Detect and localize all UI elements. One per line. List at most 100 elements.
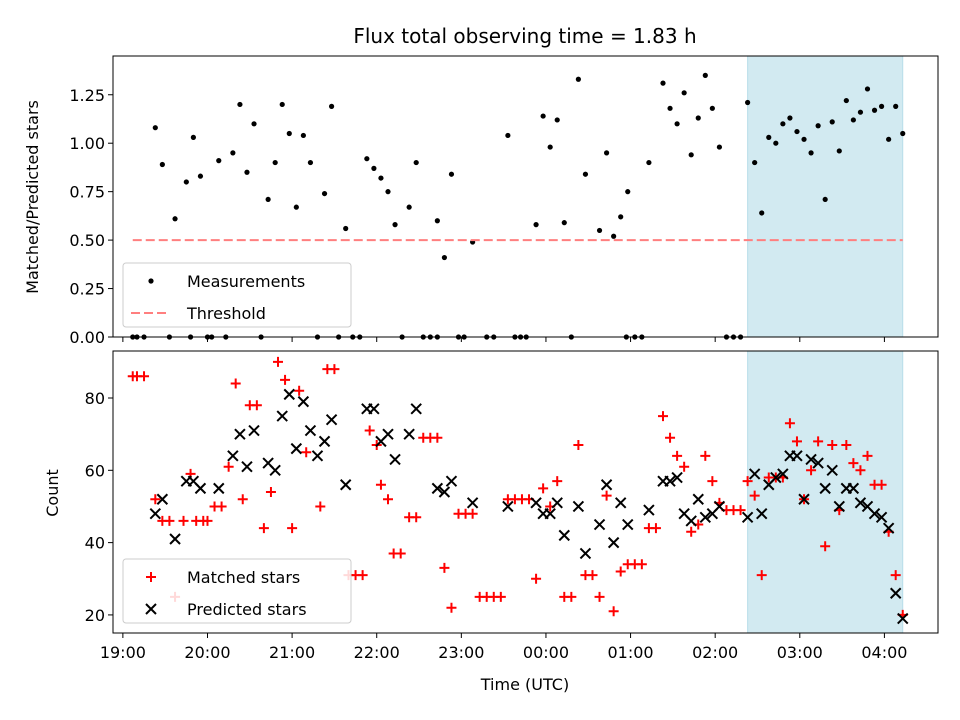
predicted-star-point [227, 450, 239, 462]
predicted-star-point [607, 536, 620, 549]
matched-star-point [658, 411, 668, 422]
measurement-point [378, 175, 384, 181]
measurement-point [279, 101, 285, 108]
measurement-point [197, 173, 204, 179]
predicted-star-point [466, 497, 479, 509]
predicted-star-point [368, 403, 380, 415]
measurement-point [850, 117, 856, 123]
predicted-star-point [283, 388, 295, 401]
measurement-point [190, 134, 196, 140]
legend-label: Threshold [186, 304, 266, 323]
predicted-star-point [194, 482, 207, 495]
measurement-point [251, 121, 257, 127]
predicted-star-point [551, 497, 563, 509]
measurement-point [674, 121, 680, 127]
measurement-point [172, 216, 178, 222]
measurement-point [759, 210, 765, 216]
bottom-series-predicted-stars [149, 388, 909, 625]
matched-star-point [230, 378, 241, 389]
bottom-panel: 20 40 60 80 19:00 20:00 21:00 22:00 23:00 00:00 01… [85, 350, 939, 662]
predicted-star-point [325, 413, 338, 426]
measurement-point [857, 109, 864, 115]
matched-star-point [258, 523, 269, 534]
measurement-point [152, 125, 158, 131]
measurement-point [582, 171, 589, 177]
measurement-point [596, 227, 603, 234]
predicted-star-point [544, 507, 556, 520]
matched-star-point [636, 559, 647, 570]
measurement-point [646, 159, 652, 166]
x-tick-label: 02:00 [692, 643, 738, 662]
predicted-star-point [826, 464, 838, 477]
bottom-axes-frame [112, 350, 939, 634]
top-y-tick-label: 0.75 [69, 183, 105, 202]
predicted-star-point [664, 475, 676, 487]
predicted-star-point [241, 460, 253, 473]
matched-star-point [679, 461, 690, 472]
matched-star-point [178, 515, 189, 526]
predicted-star-point [445, 475, 458, 487]
top-y-tick-label: 0.00 [69, 328, 105, 347]
predicted-star-point [593, 518, 606, 531]
measurement-point [561, 220, 567, 226]
bottom-y-tick-label: 40 [85, 534, 105, 553]
matched-star-point [439, 562, 450, 573]
matched-star-point [848, 458, 859, 469]
matched-star-point [665, 432, 676, 443]
predicted-star-point [713, 500, 726, 513]
matched-star-point [707, 476, 718, 487]
matched-star-point [357, 570, 368, 581]
predicted-star-point [156, 493, 169, 505]
top-shaded-region [747, 55, 904, 338]
predicted-star-point [403, 428, 415, 440]
predicted-star-point [643, 504, 655, 516]
x-tick-label: 23:00 [438, 643, 484, 662]
chart-title: Flux total observing time = 1.83 h [353, 24, 696, 48]
predicted-star-point [572, 500, 585, 513]
predicted-star-point [276, 410, 288, 422]
x-axis-label: Time (UTC) [480, 675, 569, 694]
measurement-point [505, 132, 511, 139]
measurement-point [265, 196, 271, 203]
measurement-point [307, 159, 314, 166]
x-tick-label: 00:00 [523, 643, 569, 662]
matched-star-point [495, 591, 506, 602]
x-tick-label: 01:00 [608, 643, 654, 662]
measurement-point [300, 132, 306, 139]
matched-star-point [601, 490, 612, 501]
matched-star-point [364, 425, 375, 436]
measurement-point [611, 233, 617, 239]
matched-star-point [742, 476, 753, 487]
matched-star-point [301, 447, 312, 458]
predicted-star-point [805, 453, 817, 466]
measurement-point [695, 115, 701, 121]
predicted-star-point [213, 482, 225, 495]
top-panel: 0.00 0.25 0.50 0.75 1.00 1.25 Measurements Thre… [69, 55, 939, 347]
measurement-point [371, 165, 377, 171]
predicted-star-point [389, 453, 401, 466]
measurement-point [787, 115, 793, 121]
predicted-star-point [558, 529, 570, 542]
legend-dot-icon [148, 278, 154, 284]
matched-star-point [467, 508, 478, 519]
measurement-point [406, 204, 412, 210]
predicted-star-point [812, 457, 824, 469]
measurement-point [688, 152, 694, 158]
matched-star-point [876, 479, 887, 490]
measurement-point [554, 117, 560, 123]
measurement-point [448, 171, 455, 177]
predicted-star-point [819, 482, 831, 495]
matched-star-point [538, 483, 549, 494]
predicted-star-point [382, 428, 394, 440]
measurement-point [272, 159, 278, 166]
measurement-point [413, 159, 419, 166]
matched-star-point [216, 501, 227, 512]
measurement-point [343, 225, 349, 232]
matched-star-point [280, 374, 291, 385]
predicted-star-point [875, 511, 888, 524]
matched-star-point [587, 570, 598, 581]
predicted-star-point [248, 424, 260, 437]
measurement-point [392, 222, 398, 228]
top-y-axis-label: Matched/Predicted stars [23, 100, 42, 294]
